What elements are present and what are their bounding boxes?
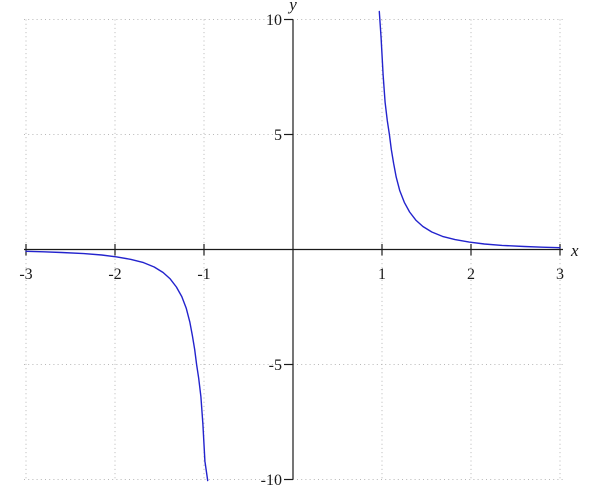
x-tick-label: -1: [197, 266, 210, 283]
x-tick-label: 2: [467, 266, 475, 283]
y-tick-label: 10: [266, 12, 282, 29]
x-axis-label: x: [570, 241, 579, 260]
x-tick-label: 3: [556, 266, 564, 283]
y-tick-label: -5: [269, 357, 282, 374]
curve-left-branch: [25, 250, 209, 482]
y-axis-label: y: [287, 0, 297, 14]
x-tick-label: -3: [19, 266, 32, 283]
curve-right-branch: [378, 10, 561, 249]
y-tick-label: -10: [261, 472, 282, 489]
x-tick-label: -2: [108, 266, 121, 283]
axes-layer: [24, 18, 563, 481]
y-tick-label: 5: [274, 127, 282, 144]
curve-layer: [25, 10, 561, 482]
label-layer: x y -3 -2 -1 1 2 3 10 5 -5 -10: [19, 0, 579, 489]
x-tick-label: 1: [378, 266, 386, 283]
